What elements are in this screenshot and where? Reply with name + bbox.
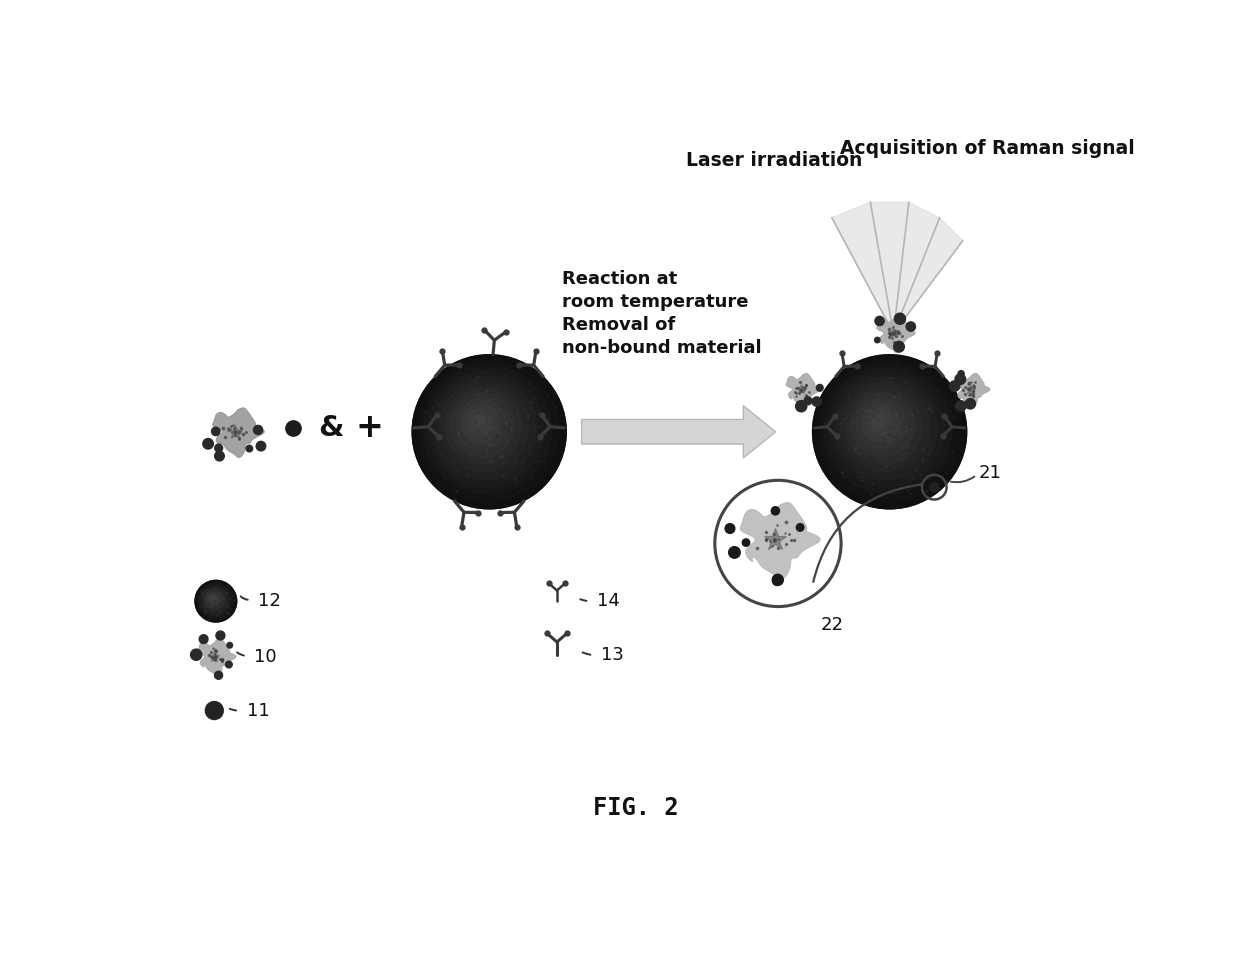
Circle shape: [423, 366, 552, 494]
Polygon shape: [740, 503, 820, 579]
Circle shape: [823, 366, 952, 494]
Polygon shape: [877, 315, 915, 353]
Text: 21: 21: [978, 464, 1002, 482]
Circle shape: [201, 586, 228, 614]
Circle shape: [253, 426, 263, 434]
Text: 10: 10: [254, 648, 277, 666]
Circle shape: [226, 661, 232, 668]
Circle shape: [439, 382, 529, 472]
Circle shape: [773, 575, 784, 585]
Text: Reaction at
room temperature
Removal of
non-bound material: Reaction at room temperature Removal of …: [563, 270, 761, 357]
Text: 22: 22: [821, 616, 843, 634]
Circle shape: [203, 438, 213, 449]
Circle shape: [965, 399, 976, 409]
Circle shape: [796, 401, 807, 412]
Circle shape: [257, 441, 265, 451]
Circle shape: [215, 452, 224, 461]
Circle shape: [246, 445, 253, 452]
Circle shape: [846, 387, 923, 464]
Circle shape: [203, 589, 224, 610]
Circle shape: [796, 524, 804, 531]
Circle shape: [450, 393, 515, 457]
Circle shape: [773, 578, 781, 585]
Polygon shape: [832, 203, 962, 333]
Circle shape: [873, 415, 885, 428]
Circle shape: [818, 360, 960, 502]
Circle shape: [461, 404, 500, 442]
Text: &: &: [319, 414, 343, 442]
Circle shape: [206, 702, 223, 719]
Circle shape: [466, 409, 492, 435]
Circle shape: [216, 631, 224, 640]
Circle shape: [418, 360, 559, 502]
Circle shape: [956, 401, 966, 411]
Text: 11: 11: [247, 702, 269, 720]
Circle shape: [894, 313, 905, 324]
Polygon shape: [786, 374, 821, 407]
Circle shape: [210, 595, 217, 602]
Circle shape: [955, 374, 966, 384]
Circle shape: [195, 580, 237, 622]
Circle shape: [206, 591, 223, 608]
Circle shape: [215, 671, 222, 679]
Circle shape: [227, 643, 233, 648]
Text: FIG. 2: FIG. 2: [593, 796, 678, 820]
Polygon shape: [213, 408, 264, 457]
Circle shape: [191, 649, 202, 660]
Circle shape: [200, 585, 231, 616]
Circle shape: [198, 583, 233, 618]
Circle shape: [429, 371, 544, 486]
Text: 14: 14: [596, 592, 620, 610]
Circle shape: [862, 404, 900, 442]
Circle shape: [434, 377, 537, 480]
Circle shape: [816, 384, 823, 391]
Circle shape: [959, 371, 965, 377]
Circle shape: [857, 399, 908, 450]
Circle shape: [867, 409, 893, 435]
Circle shape: [215, 444, 223, 452]
Circle shape: [771, 506, 780, 515]
Circle shape: [839, 382, 930, 472]
Circle shape: [830, 371, 945, 486]
Circle shape: [456, 399, 507, 450]
Circle shape: [812, 355, 967, 508]
Polygon shape: [198, 639, 236, 676]
Circle shape: [725, 524, 735, 533]
Circle shape: [894, 341, 904, 352]
Circle shape: [195, 580, 237, 622]
Circle shape: [812, 355, 967, 508]
Circle shape: [196, 581, 234, 620]
Text: 12: 12: [258, 592, 281, 610]
Circle shape: [743, 539, 750, 546]
Text: +: +: [356, 411, 384, 444]
Circle shape: [835, 377, 937, 480]
Circle shape: [445, 387, 522, 464]
Text: Acquisition of Raman signal: Acquisition of Raman signal: [839, 139, 1135, 159]
Text: Laser irradiation: Laser irradiation: [686, 151, 862, 170]
Circle shape: [804, 397, 812, 405]
Circle shape: [851, 393, 915, 457]
Circle shape: [200, 634, 208, 644]
Circle shape: [874, 337, 880, 343]
Circle shape: [202, 588, 227, 612]
Text: 13: 13: [601, 646, 624, 664]
Circle shape: [207, 592, 221, 606]
Circle shape: [729, 547, 740, 558]
Circle shape: [412, 355, 567, 508]
Circle shape: [812, 397, 821, 407]
Circle shape: [208, 594, 218, 604]
FancyArrow shape: [582, 406, 776, 458]
Circle shape: [875, 316, 884, 326]
Circle shape: [950, 381, 960, 391]
Circle shape: [211, 597, 215, 600]
Circle shape: [212, 427, 219, 435]
Circle shape: [412, 355, 567, 508]
Circle shape: [930, 482, 939, 492]
Circle shape: [472, 415, 485, 428]
Polygon shape: [956, 374, 990, 407]
Circle shape: [906, 322, 915, 332]
